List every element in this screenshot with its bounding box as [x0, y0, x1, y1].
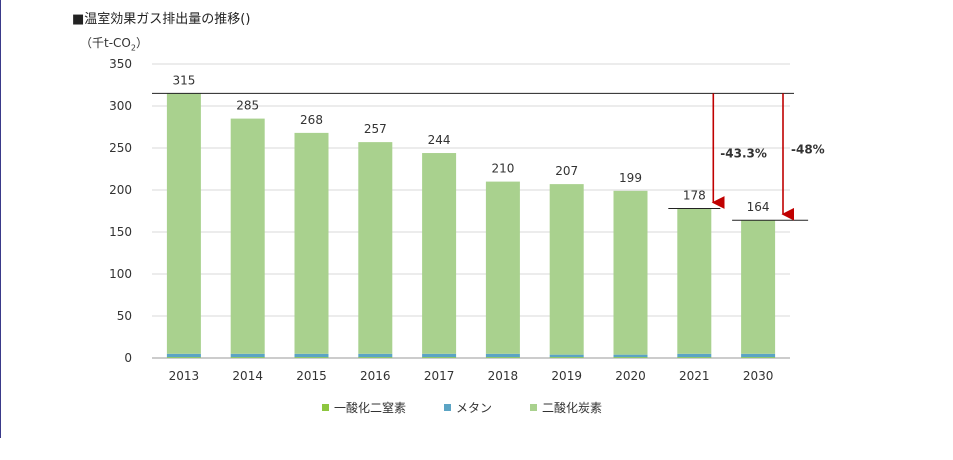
data-label: 285	[236, 99, 259, 113]
bar-segment-methane	[677, 353, 712, 358]
bar-segment-n2o	[294, 357, 329, 358]
x-tick-label: 2014	[232, 369, 263, 383]
bar-segment-co2	[677, 208, 712, 354]
bar-segment-methane	[485, 353, 520, 358]
data-label: 315	[172, 73, 195, 87]
x-tick-label: 2018	[488, 369, 519, 383]
bar-segment-n2o	[422, 357, 457, 358]
legend-item-n2o: 一酸化二窒素	[322, 399, 406, 416]
unit-subscript: 2	[130, 43, 136, 53]
y-tick-label: 150	[109, 225, 132, 239]
y-tick-label: 350	[109, 57, 132, 71]
bar-segment-methane	[294, 353, 329, 358]
bar-segment-methane	[422, 353, 457, 358]
bar-segment-n2o	[677, 357, 712, 358]
legend-label-methane: メタン	[456, 401, 493, 415]
legend-label-n2o: 一酸化二窒素	[334, 401, 407, 415]
bar-segment-n2o	[358, 357, 393, 358]
legend-label-co2: 二酸化炭素	[542, 401, 603, 415]
bar-segment-n2o	[166, 357, 201, 358]
legend-item-co2: 二酸化炭素	[530, 399, 602, 416]
y-tick-label: 300	[109, 99, 132, 113]
data-label: 199	[619, 171, 642, 185]
x-tick-label: 2016	[360, 369, 391, 383]
bar-segment-methane	[166, 353, 201, 358]
x-tick-label: 2019	[551, 369, 582, 383]
data-label: 244	[428, 133, 451, 147]
unit-suffix: ）	[135, 36, 148, 50]
data-label: 164	[747, 200, 770, 214]
bar-segment-co2	[549, 184, 584, 355]
x-tick-label: 2021	[679, 369, 710, 383]
y-tick-label: 250	[109, 141, 132, 155]
legend: 一酸化二窒素 メタン 二酸化炭素	[322, 399, 602, 416]
y-tick-label: 0	[124, 351, 132, 365]
bar-segment-co2	[230, 118, 265, 354]
data-label: 210	[491, 162, 514, 176]
y-tick-label: 200	[109, 183, 132, 197]
x-tick-label: 2030	[743, 369, 774, 383]
legend-swatch-co2	[530, 404, 538, 411]
bar-segment-n2o	[549, 357, 584, 358]
x-tick-label: 2013	[169, 369, 200, 383]
data-label: 207	[555, 164, 578, 178]
bar-segment-co2	[358, 142, 393, 354]
chart-title: ■温室効果ガス排出量の推移()	[72, 12, 251, 27]
x-tick-label: 2020	[615, 369, 646, 383]
reduction-label-2021: -43.3%	[720, 146, 767, 160]
data-label: 268	[300, 113, 323, 127]
legend-item-methane: メタン	[444, 399, 492, 416]
data-label: 178	[683, 188, 706, 202]
bar-segment-co2	[613, 190, 648, 355]
bar-segment-co2	[294, 132, 329, 354]
x-tick-label: 2015	[296, 369, 327, 383]
bar-segment-n2o	[485, 357, 520, 358]
bar-segment-methane	[741, 353, 776, 358]
y-axis-unit-label: （千t-CO2）	[80, 34, 148, 52]
bar-segment-methane	[358, 353, 393, 358]
bar-segment-methane	[549, 354, 584, 358]
data-label: 257	[364, 122, 387, 136]
bar-segment-co2	[422, 153, 457, 354]
y-tick-label: 50	[117, 309, 132, 323]
bar-segment-methane	[230, 353, 265, 358]
legend-swatch-methane	[444, 404, 452, 411]
unit-prefix: （千t-CO	[80, 36, 131, 50]
bar-segment-co2	[485, 181, 520, 354]
bar-segment-methane	[613, 354, 648, 358]
y-tick-label: 100	[109, 267, 132, 281]
bar-segment-n2o	[613, 357, 648, 358]
bar-segment-co2	[741, 220, 776, 354]
legend-swatch-n2o	[322, 404, 329, 411]
reduction-label-2030: -48%	[791, 142, 825, 156]
bar-segment-n2o	[741, 357, 776, 358]
left-border-line	[0, 0, 1, 438]
bar-segment-n2o	[230, 357, 265, 358]
x-tick-label: 2017	[424, 369, 455, 383]
bar-segment-co2	[166, 93, 201, 354]
